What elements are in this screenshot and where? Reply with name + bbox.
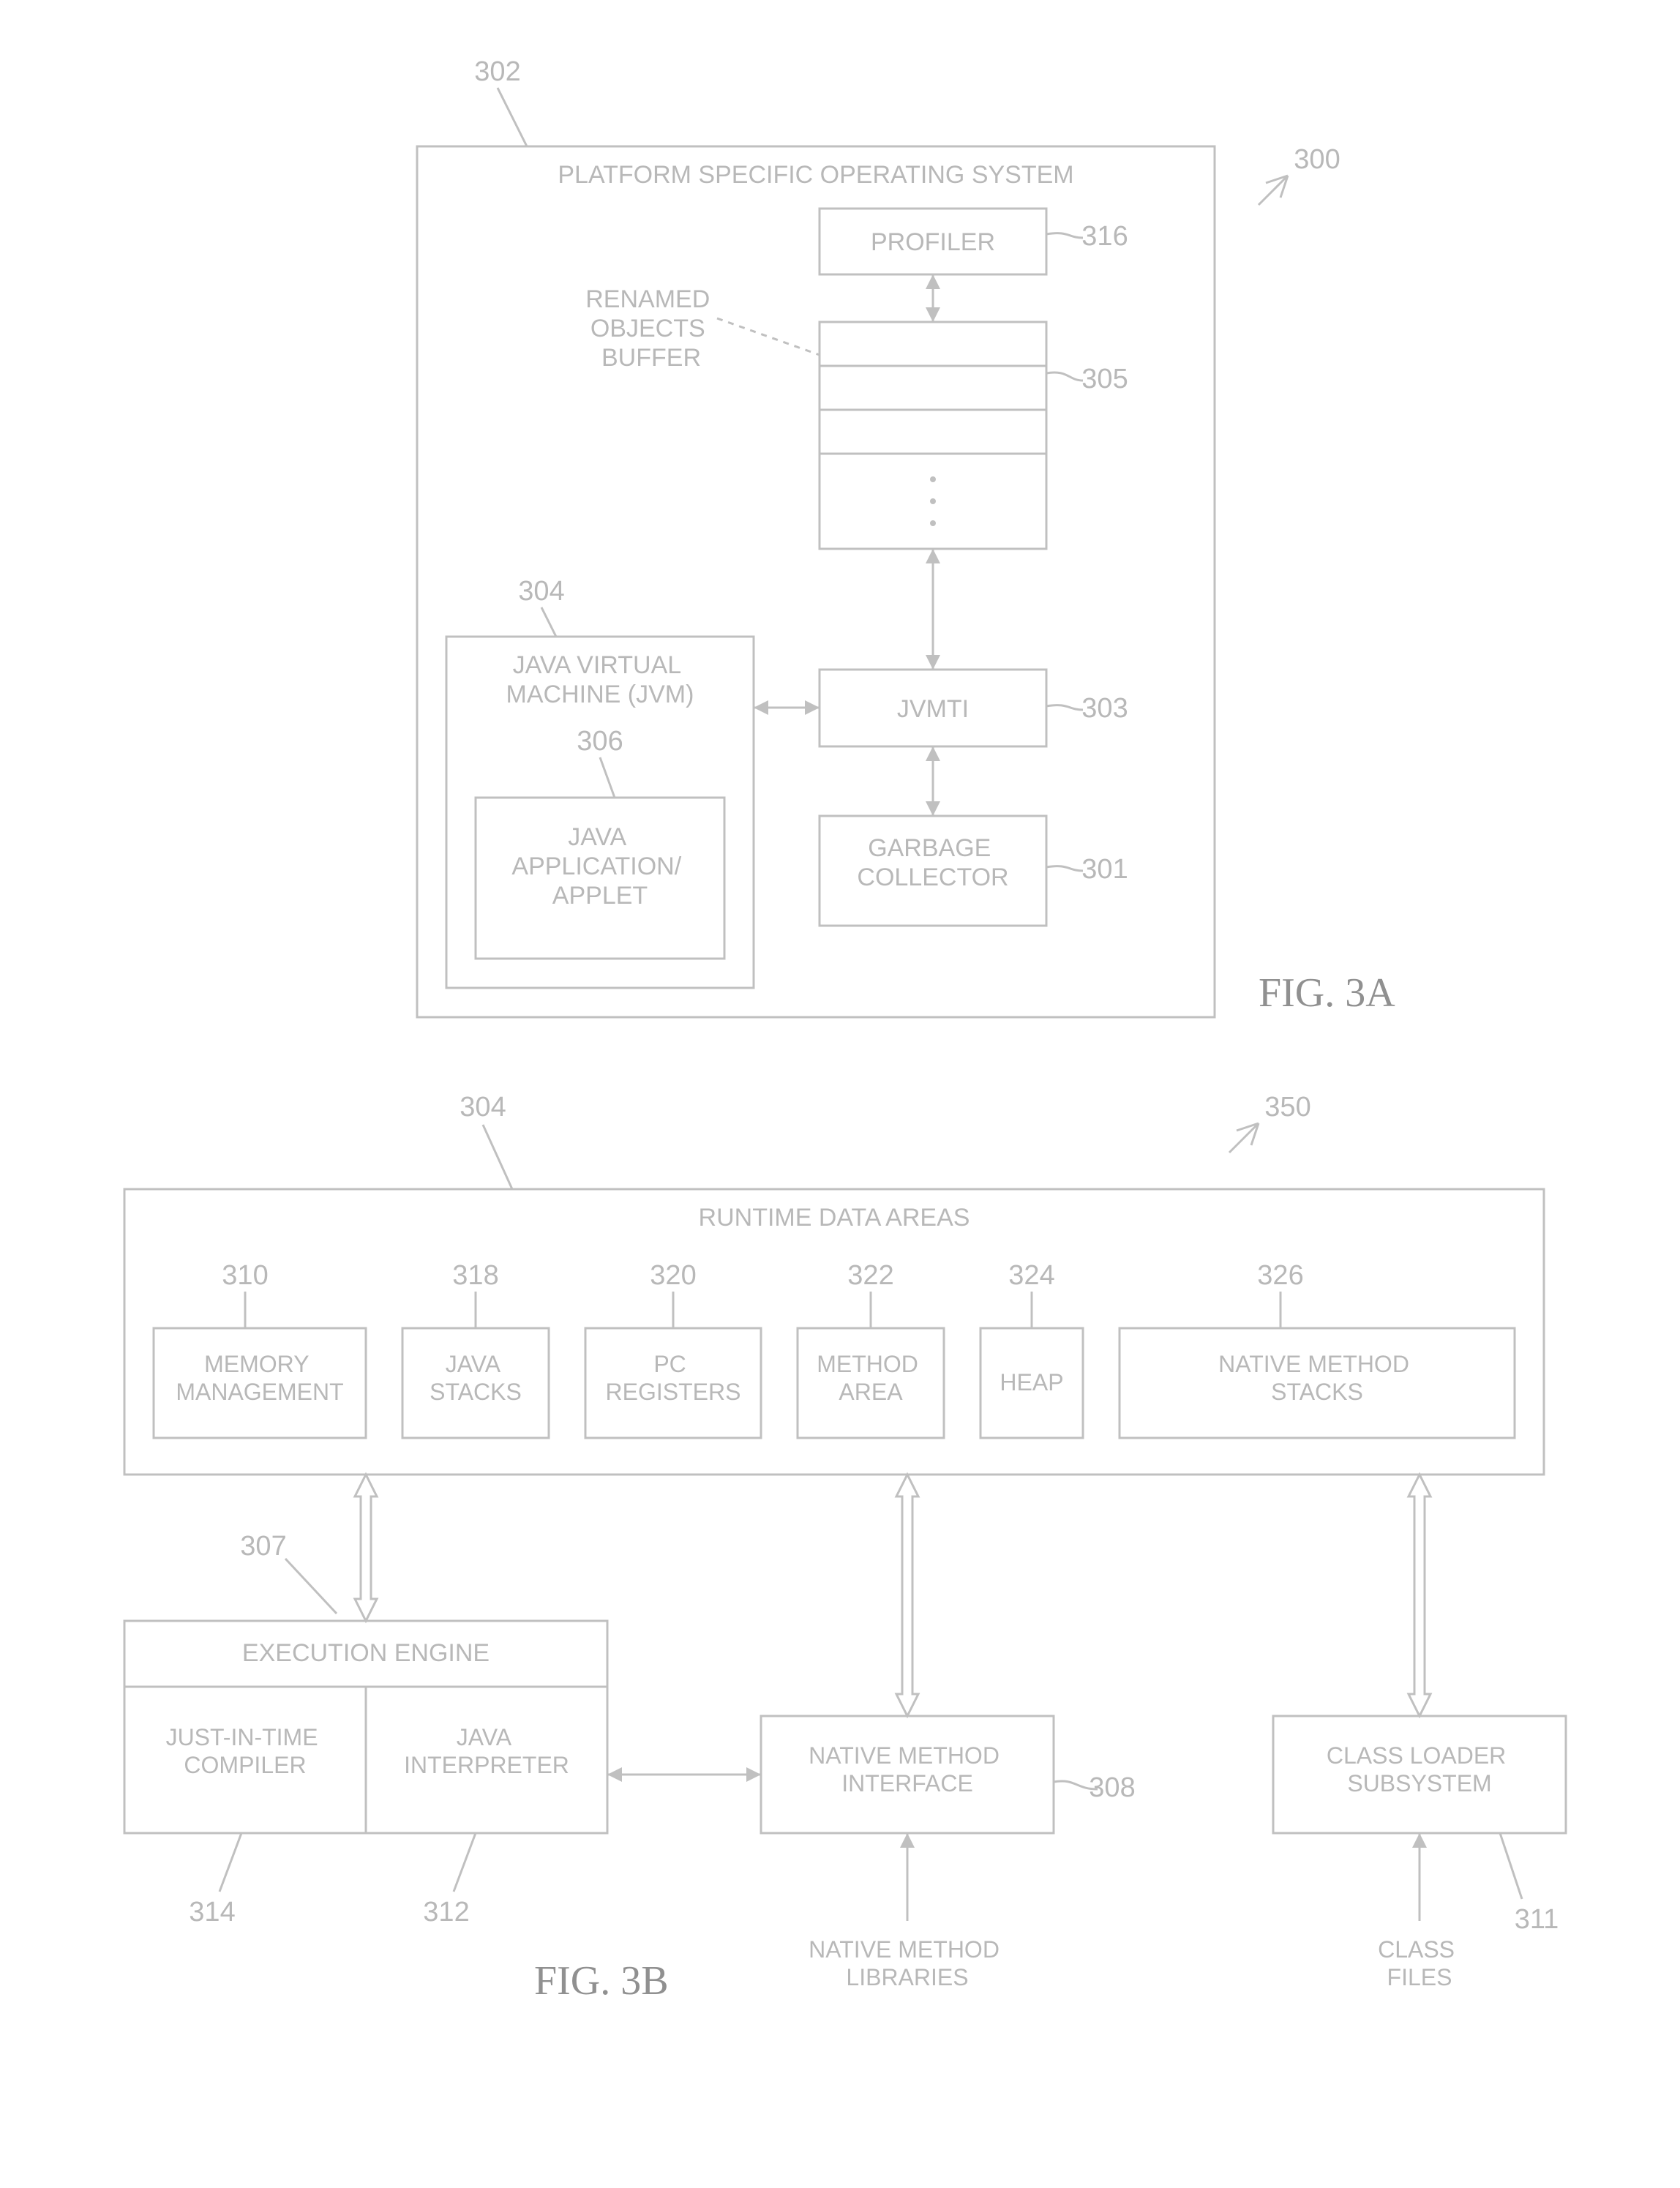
jvm-title: JAVA VIRTUAL MACHINE (JVM) xyxy=(506,651,694,708)
ref-310: 310 xyxy=(222,1260,268,1291)
ref-318: 318 xyxy=(452,1260,498,1291)
diagram-3a: 302 300 PLATFORM SPECIFIC OPERATING SYST… xyxy=(29,29,1651,1054)
buffer-row xyxy=(820,322,1046,366)
double-arrow-icon xyxy=(355,1475,377,1621)
double-arrow-icon xyxy=(1409,1475,1430,1716)
java-stacks-label: JAVA STACKS xyxy=(430,1351,522,1405)
ref-301: 301 xyxy=(1081,854,1128,885)
ref-308: 308 xyxy=(1089,1772,1135,1803)
ref-306: 306 xyxy=(577,726,623,757)
runtime-title: RUNTIME DATA AREAS xyxy=(699,1204,970,1232)
ref-307: 307 xyxy=(240,1531,286,1562)
ref-304: 304 xyxy=(518,576,564,607)
diagram-3b: 304 350 RUNTIME DATA AREAS 310 MEMORY MA… xyxy=(29,1057,1651,2155)
ref-312: 312 xyxy=(423,1897,469,1927)
double-arrow-icon xyxy=(896,1475,918,1716)
renamed-objects-label: RENAMED OBJECTS BUFFER xyxy=(585,285,716,372)
interp-label: JAVA INTERPRETER xyxy=(404,1724,569,1778)
nml-label: NATIVE METHOD LIBRARIES xyxy=(809,1936,1006,1990)
nmi-label: NATIVE METHOD INTERFACE xyxy=(809,1742,1006,1797)
native-stacks-label: NATIVE METHOD STACKS xyxy=(1218,1351,1416,1405)
exec-title: EXECUTION ENGINE xyxy=(242,1639,490,1667)
method-area-label: METHOD AREA xyxy=(817,1351,925,1405)
fig-3a-caption: FIG. 3A xyxy=(1259,970,1395,1016)
ref-350: 350 xyxy=(1264,1092,1310,1123)
ref-326: 326 xyxy=(1257,1260,1303,1291)
jit-label: JUST-IN-TIME COMPILER xyxy=(166,1724,325,1778)
runtime-box xyxy=(124,1189,1544,1475)
heap-label: HEAP xyxy=(1000,1369,1063,1395)
ref-303: 303 xyxy=(1081,693,1128,724)
ref-311: 311 xyxy=(1515,1904,1559,1935)
java-app-label: JAVA APPLICATION/ APPLET xyxy=(511,823,688,910)
ref-322: 322 xyxy=(847,1260,893,1291)
ref-302: 302 xyxy=(474,56,520,87)
ref-305: 305 xyxy=(1081,364,1128,394)
ref-316: 316 xyxy=(1081,221,1128,252)
ref-300: 300 xyxy=(1294,144,1340,175)
buffer-row xyxy=(820,366,1046,410)
ref-304b: 304 xyxy=(460,1092,506,1123)
jvmti-label: JVMTI xyxy=(897,695,969,723)
ref-320: 320 xyxy=(650,1260,696,1291)
pc-reg-label: PC REGISTERS xyxy=(606,1351,741,1405)
ref-324: 324 xyxy=(1008,1260,1054,1291)
os-title: PLATFORM SPECIFIC OPERATING SYSTEM xyxy=(558,161,1073,189)
mem-mgmt-label: MEMORY MANAGEMENT xyxy=(176,1351,343,1405)
ref-314: 314 xyxy=(189,1897,235,1927)
gc-label: GARBAGE COLLECTOR xyxy=(857,834,1008,891)
buffer-row xyxy=(820,410,1046,454)
profiler-label: PROFILER xyxy=(871,228,995,256)
class-files-label: CLASS FILES xyxy=(1378,1936,1461,1990)
cls-label: CLASS LOADER SUBSYSTEM xyxy=(1327,1742,1512,1797)
fig-3b-caption: FIG. 3B xyxy=(534,1958,669,2004)
